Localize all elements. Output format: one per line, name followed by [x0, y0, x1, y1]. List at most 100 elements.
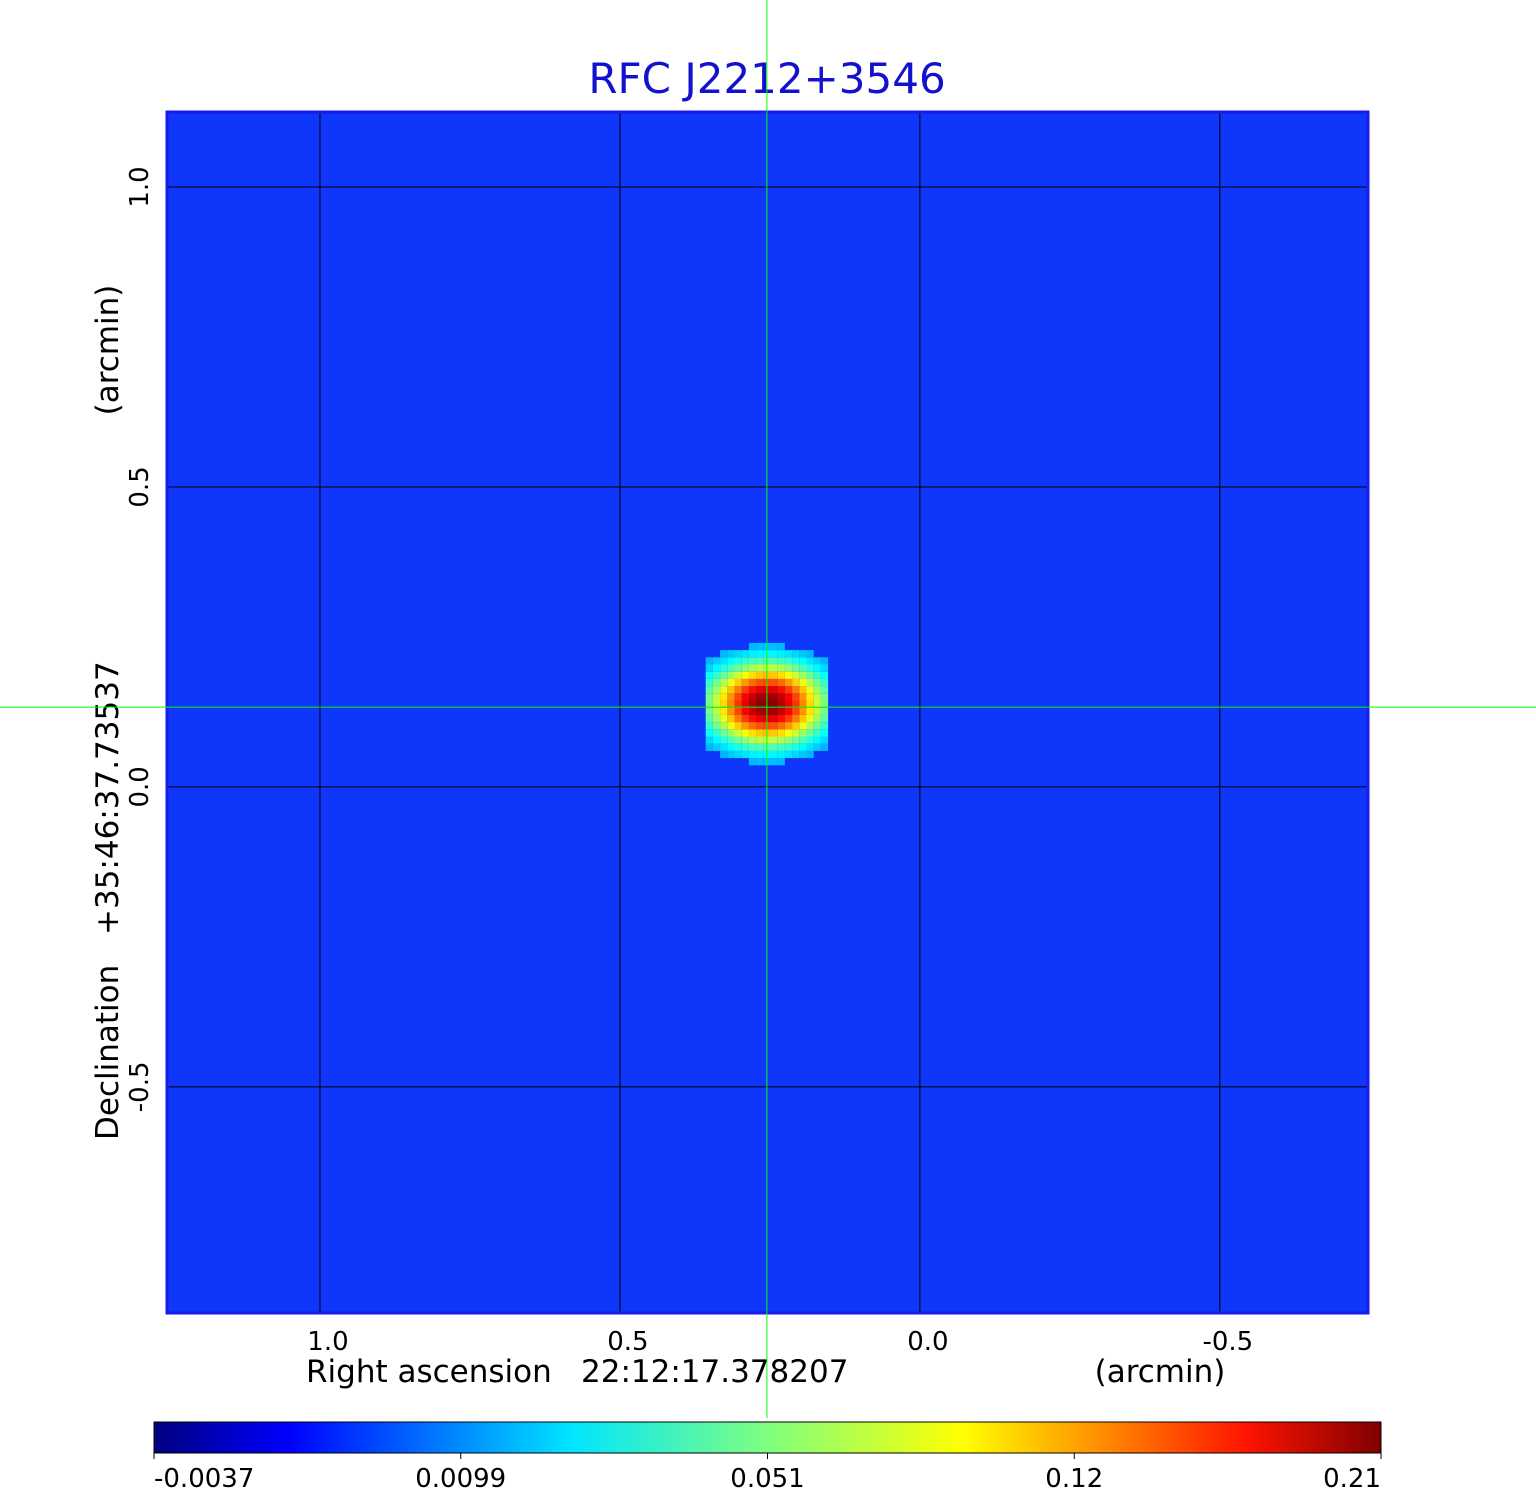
heatmap-cell — [813, 700, 821, 708]
heatmap-cell — [806, 700, 814, 708]
heatmap-cell — [770, 664, 778, 672]
heatmap-cell — [727, 678, 735, 687]
heatmap-cell — [806, 657, 814, 665]
heatmap-cell — [734, 722, 742, 730]
heatmap-cell — [720, 736, 728, 744]
heatmap-cell — [756, 671, 764, 679]
heatmap-cell — [727, 743, 735, 751]
heatmap-cell — [734, 693, 742, 701]
heatmap-cell — [799, 714, 807, 723]
heatmap-cell — [770, 743, 778, 751]
y-tick-label: -0.5 — [125, 1061, 155, 1112]
heatmap-cell — [720, 678, 728, 687]
heatmap-cell — [741, 686, 749, 694]
heatmap-cell — [748, 650, 757, 658]
heatmap-cell — [741, 722, 749, 730]
heatmap-cell — [705, 714, 713, 723]
heatmap-cell — [748, 678, 757, 687]
heatmap-cell — [777, 650, 785, 658]
heatmap-cell — [820, 736, 829, 744]
heatmap-cell — [748, 700, 757, 708]
heatmap-cell — [806, 714, 814, 723]
heatmap-cell — [756, 700, 764, 708]
heatmap-cell — [727, 664, 735, 672]
heatmap-cell — [705, 664, 713, 672]
heatmap-cell — [756, 750, 764, 759]
heatmap-cell — [748, 729, 757, 737]
heatmap-cell — [820, 664, 829, 672]
heatmap-cell — [712, 664, 721, 672]
heatmap-cell — [820, 686, 829, 694]
y-axis-label-prefix: Declination — [90, 965, 126, 1140]
heatmap-cell — [756, 729, 764, 737]
heatmap-cell — [777, 743, 785, 751]
heatmap-cell — [770, 736, 778, 744]
heatmap-cell — [777, 642, 785, 651]
heatmap-cell — [777, 729, 785, 737]
heatmap-cell — [756, 714, 764, 723]
heatmap-cell — [770, 650, 778, 658]
heatmap-cell — [784, 736, 793, 744]
heatmap-cell — [748, 664, 757, 672]
heatmap-cell — [748, 743, 757, 751]
heatmap-cell — [784, 714, 793, 723]
heatmap-cell — [748, 642, 757, 651]
heatmap-cell — [770, 678, 778, 687]
heatmap-cell — [770, 707, 778, 715]
heatmap-cell — [741, 743, 749, 751]
heatmap-cell — [799, 743, 807, 751]
heatmap-cell — [741, 736, 749, 744]
colorbar-label: 0.051 — [730, 1464, 804, 1494]
heatmap-cell — [799, 729, 807, 737]
heatmap-cell — [741, 707, 749, 715]
colorbar-ticks — [153, 1453, 1382, 1459]
heatmap-cell — [741, 678, 749, 687]
heatmap-cell — [820, 714, 829, 723]
heatmap-cell — [720, 750, 728, 759]
heatmap-cell — [784, 750, 793, 759]
heatmap-cell — [705, 671, 713, 679]
heatmap-cell — [784, 693, 793, 701]
heatmap-cell — [784, 722, 793, 730]
y-axis-unit: (arcmin) — [90, 285, 126, 416]
heatmap-cell — [806, 686, 814, 694]
heatmap-cell — [799, 707, 807, 715]
y-axis-label-value: +35:46:37.73537 — [90, 661, 126, 935]
image-panel — [165, 110, 1370, 1315]
heatmap-cell — [799, 700, 807, 708]
x-tick-label: -0.5 — [1202, 1327, 1253, 1357]
heatmap-cell — [777, 664, 785, 672]
heatmap-cell — [820, 700, 829, 708]
heatmap-cell — [720, 714, 728, 723]
heatmap-cell — [792, 700, 800, 708]
heatmap-cell — [799, 664, 807, 672]
heatmap-cell — [777, 678, 785, 687]
heatmap-cell — [705, 678, 713, 687]
heatmap-cell — [770, 686, 778, 694]
heatmap-cell — [720, 657, 728, 665]
x-tick-labels: 1.0 0.5 0.0 -0.5 — [307, 1327, 1253, 1357]
heatmap-cell — [792, 736, 800, 744]
heatmap-cell — [770, 693, 778, 701]
heatmap-cell — [820, 657, 829, 665]
heatmap-cell — [813, 707, 821, 715]
heatmap-cell — [777, 693, 785, 701]
heatmap-cell — [712, 707, 721, 715]
heatmap-cell — [734, 686, 742, 694]
y-tick-label: 0.0 — [125, 766, 155, 807]
heatmap-cell — [748, 707, 757, 715]
heatmap-cell — [712, 686, 721, 694]
heatmap-cell — [806, 693, 814, 701]
heatmap-cell — [748, 671, 757, 679]
heatmap-cell — [784, 678, 793, 687]
heatmap-cell — [792, 714, 800, 723]
heatmap-cell — [734, 736, 742, 744]
heatmap-cell — [727, 693, 735, 701]
heatmap-cell — [720, 686, 728, 694]
heatmap-cell — [712, 657, 721, 665]
heatmap-cell — [756, 642, 764, 651]
heatmap-cell — [799, 678, 807, 687]
heatmap-cell — [712, 671, 721, 679]
heatmap-cell — [813, 722, 821, 730]
